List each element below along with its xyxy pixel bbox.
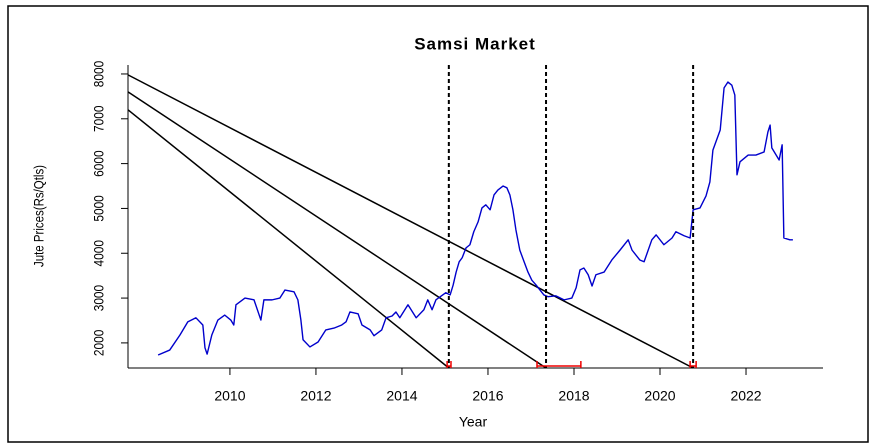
frame xyxy=(7,5,869,443)
trend-line xyxy=(127,109,450,369)
trend-line xyxy=(127,91,547,369)
y-axis-label: Jute Prices(Rs/Qtls) xyxy=(31,165,47,267)
price-line xyxy=(157,81,793,356)
x-tick-label: 2010 xyxy=(214,388,245,404)
x-tick-label: 2014 xyxy=(386,388,417,404)
x-tick-label: 2020 xyxy=(644,388,675,404)
y-tick-label: 2000 xyxy=(91,330,107,356)
y-tick-label: 6000 xyxy=(91,150,107,176)
x-tick-label: 2016 xyxy=(472,388,503,404)
trend-line xyxy=(127,74,694,369)
y-tick-label: 3000 xyxy=(91,285,107,311)
x-tick-label: 2018 xyxy=(558,388,589,404)
y-tick-label: 8000 xyxy=(91,61,107,87)
y-tick-label: 7000 xyxy=(91,106,107,132)
x-tick-label: 2022 xyxy=(730,388,761,404)
x-tick-label: 2012 xyxy=(300,388,331,404)
x-axis-label: Year xyxy=(459,414,488,430)
y-tick-label: 4000 xyxy=(91,240,107,266)
y-tick-label: 5000 xyxy=(91,195,107,221)
chart-title: Samsi Market xyxy=(414,34,536,53)
